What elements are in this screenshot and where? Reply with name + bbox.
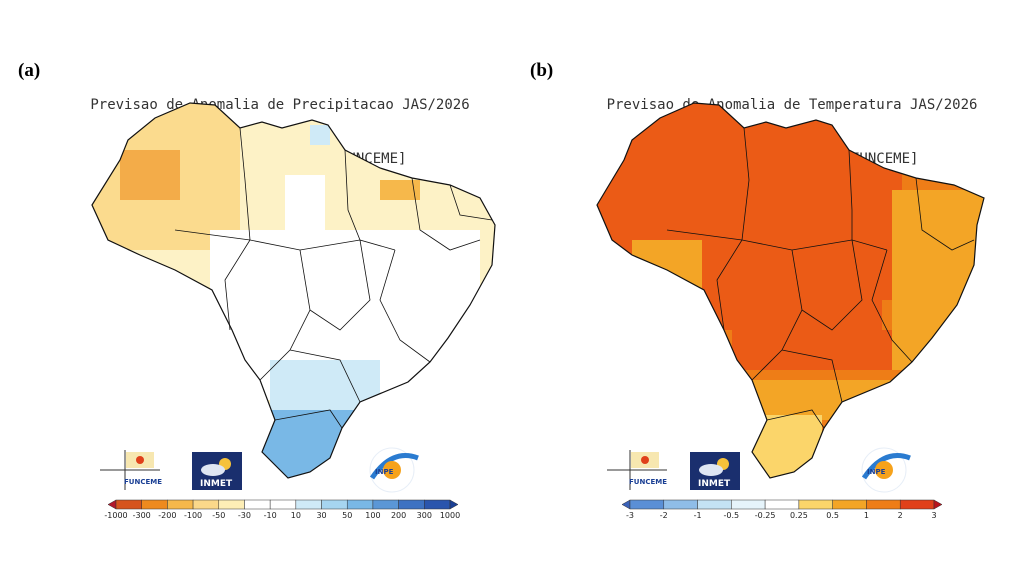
colorbar-tick-label: -10 bbox=[264, 511, 277, 520]
colorbar-segment bbox=[866, 499, 901, 510]
funceme-label: FUNCEME bbox=[629, 478, 667, 486]
brazil-map-fill bbox=[597, 103, 984, 478]
colorbar-segment bbox=[295, 499, 322, 510]
colorbar-segment bbox=[899, 499, 935, 510]
colorbar-tick-label: -50 bbox=[212, 511, 225, 520]
inmet-logo: INMET bbox=[192, 452, 242, 490]
colorbar-low-arrow bbox=[107, 499, 117, 510]
colorbar-low-arrow bbox=[621, 499, 631, 510]
inmet-label: INMET bbox=[698, 479, 731, 489]
colorbar-segment bbox=[269, 499, 297, 510]
colorbar-tick-label: -1000 bbox=[104, 511, 127, 520]
colorbar-tick-label: 2 bbox=[898, 511, 903, 520]
inpe-logo: INPE bbox=[369, 447, 419, 493]
colorbar-segment bbox=[663, 499, 698, 510]
inpe-label: INPE bbox=[867, 468, 886, 476]
colorbar-tick-label: 30 bbox=[316, 511, 326, 520]
colorbar-segment bbox=[321, 499, 348, 510]
panel-letter: (b) bbox=[530, 60, 554, 81]
colorbar-tick-label: 10 bbox=[291, 511, 301, 520]
colorbar-high-arrow bbox=[449, 499, 459, 510]
colorbar-tick-label: -100 bbox=[184, 511, 202, 520]
inpe-label: INPE bbox=[375, 468, 394, 476]
colorbar-segment bbox=[398, 499, 425, 510]
colorbar-segment bbox=[697, 499, 732, 510]
colorbar-tick-label: 200 bbox=[391, 511, 406, 520]
colorbar-segment bbox=[764, 499, 800, 510]
colorbar-segment bbox=[141, 499, 168, 510]
inpe-logo: INPE bbox=[861, 447, 911, 493]
temperature-colorbar: -3 -2 -1 -0.5 -0.25 0.25 0.5 1 2 3 bbox=[621, 499, 943, 520]
funceme-logo: FUNCEME bbox=[607, 450, 667, 490]
colorbar-segment bbox=[731, 499, 766, 510]
colorbar-segment bbox=[424, 499, 451, 510]
colorbar-segment bbox=[346, 499, 374, 510]
title-line-1: Previsao de Anomalia de Temperatura JAS/… bbox=[606, 97, 978, 113]
colorbar-tick-label: -0.25 bbox=[755, 511, 776, 520]
precipitation-panel: (a) Previsao de Anomalia de Precipitacao… bbox=[18, 60, 496, 520]
temperature-map: FUNCEME INMET INPE -3 -2 -1 -0.5 -0.25 0.25 0.… bbox=[596, 102, 985, 520]
colorbar-high-arrow bbox=[933, 499, 943, 510]
colorbar-tick-label: -200 bbox=[158, 511, 176, 520]
colorbar-tick-label: 0.5 bbox=[826, 511, 839, 520]
colorbar-segment bbox=[629, 499, 665, 510]
inmet-logo: INMET bbox=[690, 452, 740, 490]
state-borders bbox=[174, 127, 493, 429]
colorbar-tick-label: 3 bbox=[931, 511, 936, 520]
precipitation-colorbar: -1000 -300 -200 -100 -50 -30 -10 10 30 50 100 200 30… bbox=[104, 499, 460, 520]
colorbar-segment bbox=[218, 499, 245, 510]
colorbar-segment bbox=[244, 499, 271, 510]
funceme-label: FUNCEME bbox=[124, 478, 162, 486]
colorbar-tick-label: -30 bbox=[238, 511, 251, 520]
inmet-label: INMET bbox=[200, 479, 233, 489]
colorbar-segment bbox=[167, 499, 194, 510]
colorbar-tick-label: 300 bbox=[417, 511, 432, 520]
colorbar-tick-label: 1000 bbox=[440, 511, 460, 520]
colorbar-tick-label: 0.25 bbox=[790, 511, 808, 520]
colorbar-tick-label: -0.5 bbox=[724, 511, 740, 520]
funceme-logo: FUNCEME bbox=[100, 450, 162, 490]
colorbar-tick-label: 50 bbox=[342, 511, 352, 520]
colorbar-segment bbox=[832, 499, 867, 510]
state-borders bbox=[666, 127, 975, 429]
temperature-panel: (b) Previsao de Anomalia de Temperatura … bbox=[512, 0, 1024, 576]
colorbar-tick-label: -300 bbox=[133, 511, 151, 520]
colorbar-segment bbox=[372, 499, 399, 510]
colorbar-tick-label: -3 bbox=[626, 511, 634, 520]
colorbar-tick-label: -1 bbox=[694, 511, 702, 520]
colorbar-segment bbox=[798, 499, 833, 510]
colorbar-tick-label: 100 bbox=[365, 511, 380, 520]
colorbar-tick-label: 1 bbox=[864, 511, 869, 520]
colorbar-segment bbox=[192, 499, 220, 510]
precipitation-map: FUNCEME INMET INPE -1000 -300 -200 -100 -50-… bbox=[91, 102, 496, 520]
brazil-map-fill bbox=[92, 103, 495, 478]
panel-letter: (a) bbox=[18, 60, 41, 81]
colorbar-tick-label: -2 bbox=[660, 511, 668, 520]
colorbar-segment bbox=[115, 499, 142, 510]
